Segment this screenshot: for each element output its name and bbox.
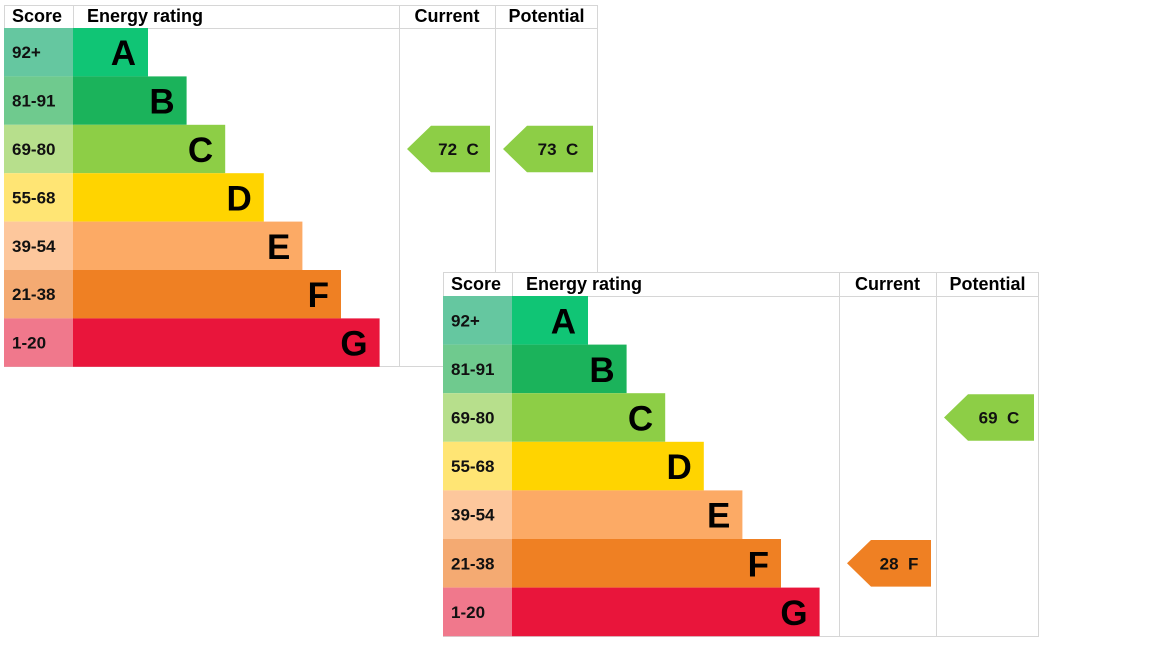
header-energy-rating: Energy rating [526, 274, 642, 294]
score-label: 81-91 [451, 360, 494, 379]
score-label: 1-20 [451, 603, 485, 622]
rating-bar [512, 441, 704, 491]
header-score: Score [451, 274, 501, 294]
score-label: 92+ [451, 311, 480, 330]
score-label: 21-38 [451, 554, 494, 573]
score-cell [4, 28, 73, 77]
score-label: 39-54 [451, 506, 495, 525]
score-cell [443, 441, 512, 491]
score-cell [443, 587, 512, 637]
rating-bar [512, 296, 588, 345]
rating-letter: A [111, 34, 136, 73]
rating-letter: F [308, 276, 329, 315]
rating-bar [512, 490, 743, 539]
score-cell [443, 393, 512, 442]
rating-letter: A [551, 302, 576, 341]
rating-letter: C [628, 400, 653, 439]
score-cell [4, 318, 73, 367]
header-current: Current [855, 274, 920, 294]
rating-bar [73, 318, 380, 367]
rating-letter: C [188, 131, 213, 170]
band-row-c: 69-80 C [4, 124, 226, 174]
score-cell [443, 490, 512, 539]
score-cell [443, 296, 512, 345]
score-cell [443, 344, 512, 394]
rating-letter: D [667, 448, 692, 487]
potential-rating-arrow-shape [944, 394, 1034, 441]
score-label: 69-80 [451, 409, 494, 428]
band-row-b: 81-91 B [443, 344, 627, 394]
rating-bar [512, 539, 781, 588]
band-row-g: 1-20 G [443, 587, 820, 637]
rating-letter: E [707, 497, 730, 536]
rating-bar [73, 76, 187, 125]
potential-rating-arrow-label: 73 C [538, 140, 579, 159]
potential-rating-arrow-label: 69 C [979, 409, 1020, 428]
rating-bar [73, 221, 303, 270]
band-row-f: 21-38 F [4, 270, 341, 319]
current-rating-arrow-label: 72 C [438, 140, 479, 159]
rating-letter: G [780, 594, 807, 633]
rating-bar [512, 393, 666, 442]
rating-bar [73, 28, 148, 77]
rating-bar [512, 344, 627, 394]
band-row-c: 69-80 C [443, 393, 666, 442]
score-label: 92+ [12, 43, 41, 62]
band-row-d: 55-68 D [443, 441, 704, 491]
score-label: 1-20 [12, 334, 46, 353]
rating-letter: G [340, 325, 367, 364]
current-rating-arrow-label: 28 F [880, 554, 919, 573]
rating-letter: D [227, 179, 252, 218]
score-label: 55-68 [12, 188, 55, 207]
potential-rating-arrow-shape [503, 125, 593, 173]
score-label: 81-91 [12, 92, 55, 111]
score-cell [4, 124, 73, 174]
band-row-e: 39-54 E [443, 490, 743, 539]
score-cell [4, 221, 73, 270]
rating-bar [73, 173, 264, 222]
band-row-f: 21-38 F [443, 539, 781, 588]
current-rating-arrow-shape [407, 125, 490, 173]
current-rating-arrow: 72 C [407, 125, 490, 173]
header-energy-rating: Energy rating [87, 6, 203, 26]
rating-letter: E [267, 228, 290, 267]
rating-bar [512, 587, 820, 637]
score-label: 69-80 [12, 140, 55, 159]
band-row-e: 39-54 E [4, 221, 303, 270]
rating-bar [73, 270, 341, 319]
epc-chart-2: Score Energy rating Current Potential 92+ A 81… [443, 272, 1039, 637]
rating-letter: B [589, 351, 614, 390]
score-cell [4, 76, 73, 125]
rating-letter: F [748, 545, 769, 584]
header-potential: Potential [508, 6, 584, 26]
band-row-g: 1-20 G [4, 318, 380, 367]
score-label: 39-54 [12, 237, 56, 256]
rating-bar [73, 124, 226, 174]
header-current: Current [414, 6, 479, 26]
band-row-a: 92+ A [4, 28, 148, 77]
header-potential: Potential [949, 274, 1025, 294]
score-cell [4, 173, 73, 222]
current-rating-arrow: 28 F [847, 540, 931, 587]
rating-letter: B [149, 83, 174, 122]
current-rating-arrow-shape [847, 540, 931, 587]
band-row-a: 92+ A [443, 296, 588, 345]
potential-rating-arrow: 69 C [944, 394, 1034, 441]
epc-chart-1: Score Energy rating Current Potential 92+ A 81… [4, 5, 598, 367]
score-cell [4, 270, 73, 319]
potential-rating-arrow: 73 C [503, 125, 593, 173]
band-row-d: 55-68 D [4, 173, 264, 222]
header-score: Score [12, 6, 62, 26]
score-label: 55-68 [451, 457, 494, 476]
score-cell [443, 539, 512, 588]
score-label: 21-38 [12, 285, 55, 304]
band-row-b: 81-91 B [4, 76, 187, 125]
